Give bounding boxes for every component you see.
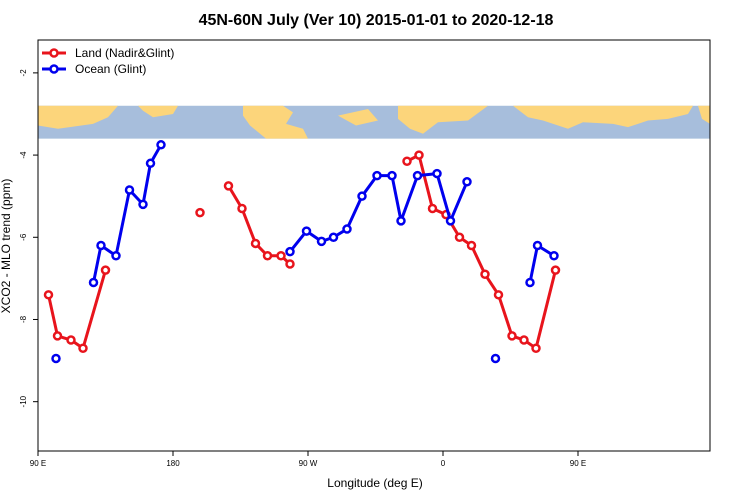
land-point — [43, 290, 54, 300]
ocean-point — [145, 158, 156, 169]
legend-ocean-marker — [49, 64, 59, 74]
ocean-point — [372, 170, 382, 181]
plot-frame — [37, 39, 711, 452]
y-tick-label: -2 — [19, 69, 28, 77]
x-tick-label: 90 E — [570, 459, 586, 468]
ocean-point — [96, 240, 106, 251]
ocean-point — [357, 191, 367, 201]
map-band — [38, 105, 710, 139]
ocean-point — [88, 277, 99, 288]
ocean-point — [412, 170, 423, 181]
y-tick-label: -8 — [19, 315, 28, 323]
land-point — [550, 265, 561, 275]
x-axis: 90 E 180 90 W 0 90 E — [30, 451, 586, 468]
ocean-point — [51, 353, 61, 364]
ocean-point — [156, 140, 166, 150]
y-axis: -2 -4 -6 -8 -10 — [19, 69, 38, 407]
land-point — [466, 240, 477, 251]
ocean-point — [111, 251, 121, 261]
legend: Land (Nadir&Glint) Ocean (Glint) — [42, 46, 174, 76]
land-point — [66, 335, 76, 345]
x-tick-label: 90 E — [30, 459, 46, 468]
ocean-point — [285, 246, 295, 257]
map-land-6 — [698, 105, 710, 124]
map-land-1 — [138, 105, 178, 118]
land-point — [454, 232, 465, 243]
x-tick-label: 0 — [441, 459, 446, 468]
y-axis-label: XCO2 - MLO trend (ppm) — [0, 179, 13, 314]
y-tick-label: -4 — [19, 151, 28, 159]
land-point — [493, 290, 504, 300]
ocean-point — [462, 177, 472, 187]
land-point — [195, 207, 205, 218]
ocean-point — [328, 232, 339, 243]
ocean-point — [124, 185, 135, 195]
land-point — [480, 269, 490, 280]
legend-land-label: Land (Nadir&Glint) — [75, 46, 174, 60]
y-tick-label: -6 — [19, 233, 28, 241]
land-point — [531, 343, 541, 353]
map-land-4 — [398, 105, 488, 134]
land-point — [507, 331, 517, 341]
land-point — [100, 265, 111, 275]
ocean-point — [432, 168, 442, 179]
map-land-0 — [38, 105, 118, 129]
ocean-point — [316, 236, 327, 247]
ocean-point — [138, 199, 148, 210]
ocean-point — [532, 240, 543, 251]
ocean-point — [490, 353, 501, 364]
map-land-2 — [243, 105, 308, 139]
land-point — [285, 259, 295, 269]
x-tick-label: 180 — [166, 459, 180, 468]
ocean-point — [301, 226, 312, 236]
ocean-point — [549, 251, 559, 261]
land-point — [237, 203, 247, 214]
ocean-point — [445, 216, 456, 226]
ocean-point — [525, 277, 535, 288]
land-point — [52, 331, 63, 341]
land-point — [262, 251, 273, 261]
land-point — [276, 251, 286, 261]
land-line-3 — [406, 153, 557, 350]
legend-ocean-label: Ocean (Glint) — [75, 62, 146, 76]
x-axis-label: Longitude (deg E) — [327, 476, 422, 490]
land-point — [427, 203, 438, 214]
land-point — [250, 238, 261, 249]
land-point — [78, 343, 88, 353]
y-tick-label: -10 — [19, 395, 28, 407]
ocean-point — [396, 216, 406, 226]
legend-land-marker — [49, 48, 59, 58]
ocean-point — [387, 170, 397, 181]
ocean-line-4 — [528, 244, 555, 283]
land-point — [223, 181, 234, 191]
x-tick-label: 90 W — [299, 459, 318, 468]
land-point — [519, 335, 529, 345]
land-point — [414, 150, 424, 160]
map-land-3 — [338, 109, 378, 126]
series-layer — [43, 140, 561, 364]
land-point — [402, 156, 412, 166]
ocean-point — [342, 224, 352, 234]
map-land-5 — [513, 105, 693, 129]
chart-title: 45N-60N July (Ver 10) 2015-01-01 to 2020… — [199, 12, 554, 29]
